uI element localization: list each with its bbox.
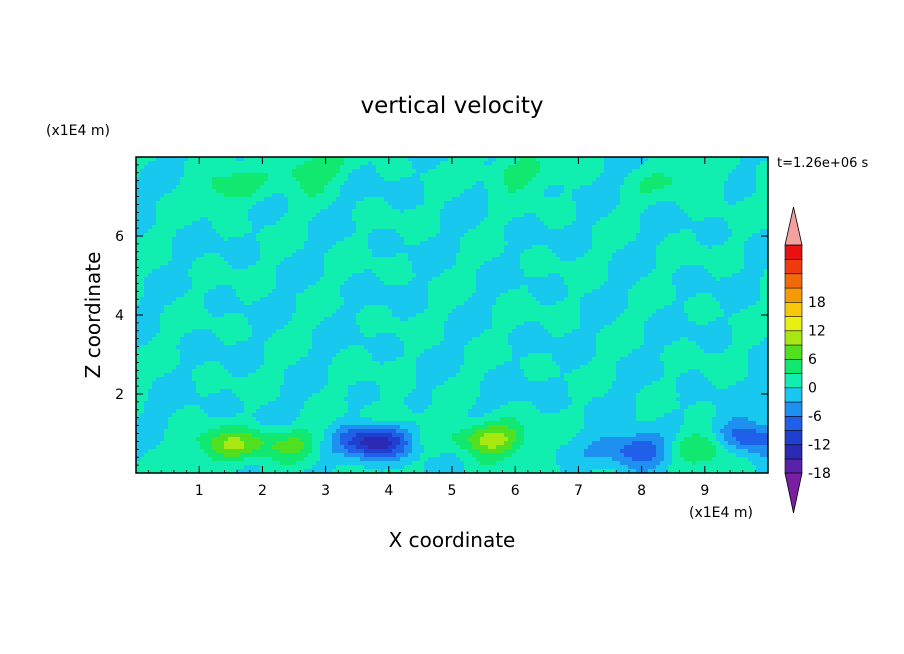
colorbar-tick-label: -6 [808, 409, 822, 425]
y-tick-label: 6 [115, 229, 124, 245]
x-tick-label: 7 [574, 483, 583, 499]
colorbar-swatch [784, 458, 803, 474]
x-tick-label: 1 [195, 483, 204, 499]
colorbar-swatch [784, 315, 803, 332]
colorbar-tick-label: 6 [808, 352, 817, 368]
colorbar-swatch [784, 444, 803, 460]
x-tick-label: 3 [321, 483, 330, 499]
x-tick-label: 2 [258, 483, 267, 499]
colorbar-swatch [784, 401, 803, 417]
contour-field [136, 157, 768, 473]
colorbar-swatch [784, 344, 803, 360]
x-tick-label: 6 [511, 483, 520, 499]
colorbar-swatch [784, 244, 803, 260]
colorbar-tick-label: -12 [808, 438, 831, 454]
colorbar-swatch [784, 429, 803, 446]
x-axis-label: X coordinate [389, 528, 516, 552]
y-tick-label: 4 [115, 308, 124, 324]
colorbar-extend-max [784, 206, 803, 246]
y-axis-label: Z coordinate [81, 252, 105, 379]
chart-title: vertical velocity [361, 93, 544, 119]
colorbar-swatch [784, 330, 803, 346]
colorbar-swatch [784, 287, 803, 303]
colorbar-swatch [784, 258, 803, 275]
x-tick-label: 8 [637, 483, 646, 499]
colorbar-tick-label: 18 [808, 295, 826, 311]
x-axis-ticks: 1 2 3 4 5 6 7 8 9 [148, 157, 769, 499]
colorbar-swatch [784, 387, 803, 403]
colorbar-tick-label: 12 [808, 324, 826, 340]
x-tick-label: 5 [448, 483, 457, 499]
y-tick-label: 2 [115, 387, 124, 403]
colorbar-swatch [784, 372, 803, 389]
colorbar-tick-label: 0 [808, 381, 817, 397]
colorbar-tick-label: -18 [808, 466, 831, 482]
x-tick-label: 9 [700, 483, 709, 499]
colorbar: 18 12 6 0 -6 -12 -18 [784, 206, 831, 514]
y-axis-ticks: 2 4 6 [115, 164, 768, 466]
colorbar-swatch [784, 415, 803, 431]
x-unit-label: (x1E4 m) [689, 505, 753, 521]
colorbar-swatch [784, 358, 803, 374]
x-tick-label: 4 [384, 483, 393, 499]
time-label: t=1.26e+06 s [777, 156, 869, 171]
colorbar-swatch [784, 273, 803, 289]
colorbar-extend-min [784, 472, 803, 514]
colorbar-swatch [784, 301, 803, 317]
y-unit-label: (x1E4 m) [46, 123, 110, 139]
